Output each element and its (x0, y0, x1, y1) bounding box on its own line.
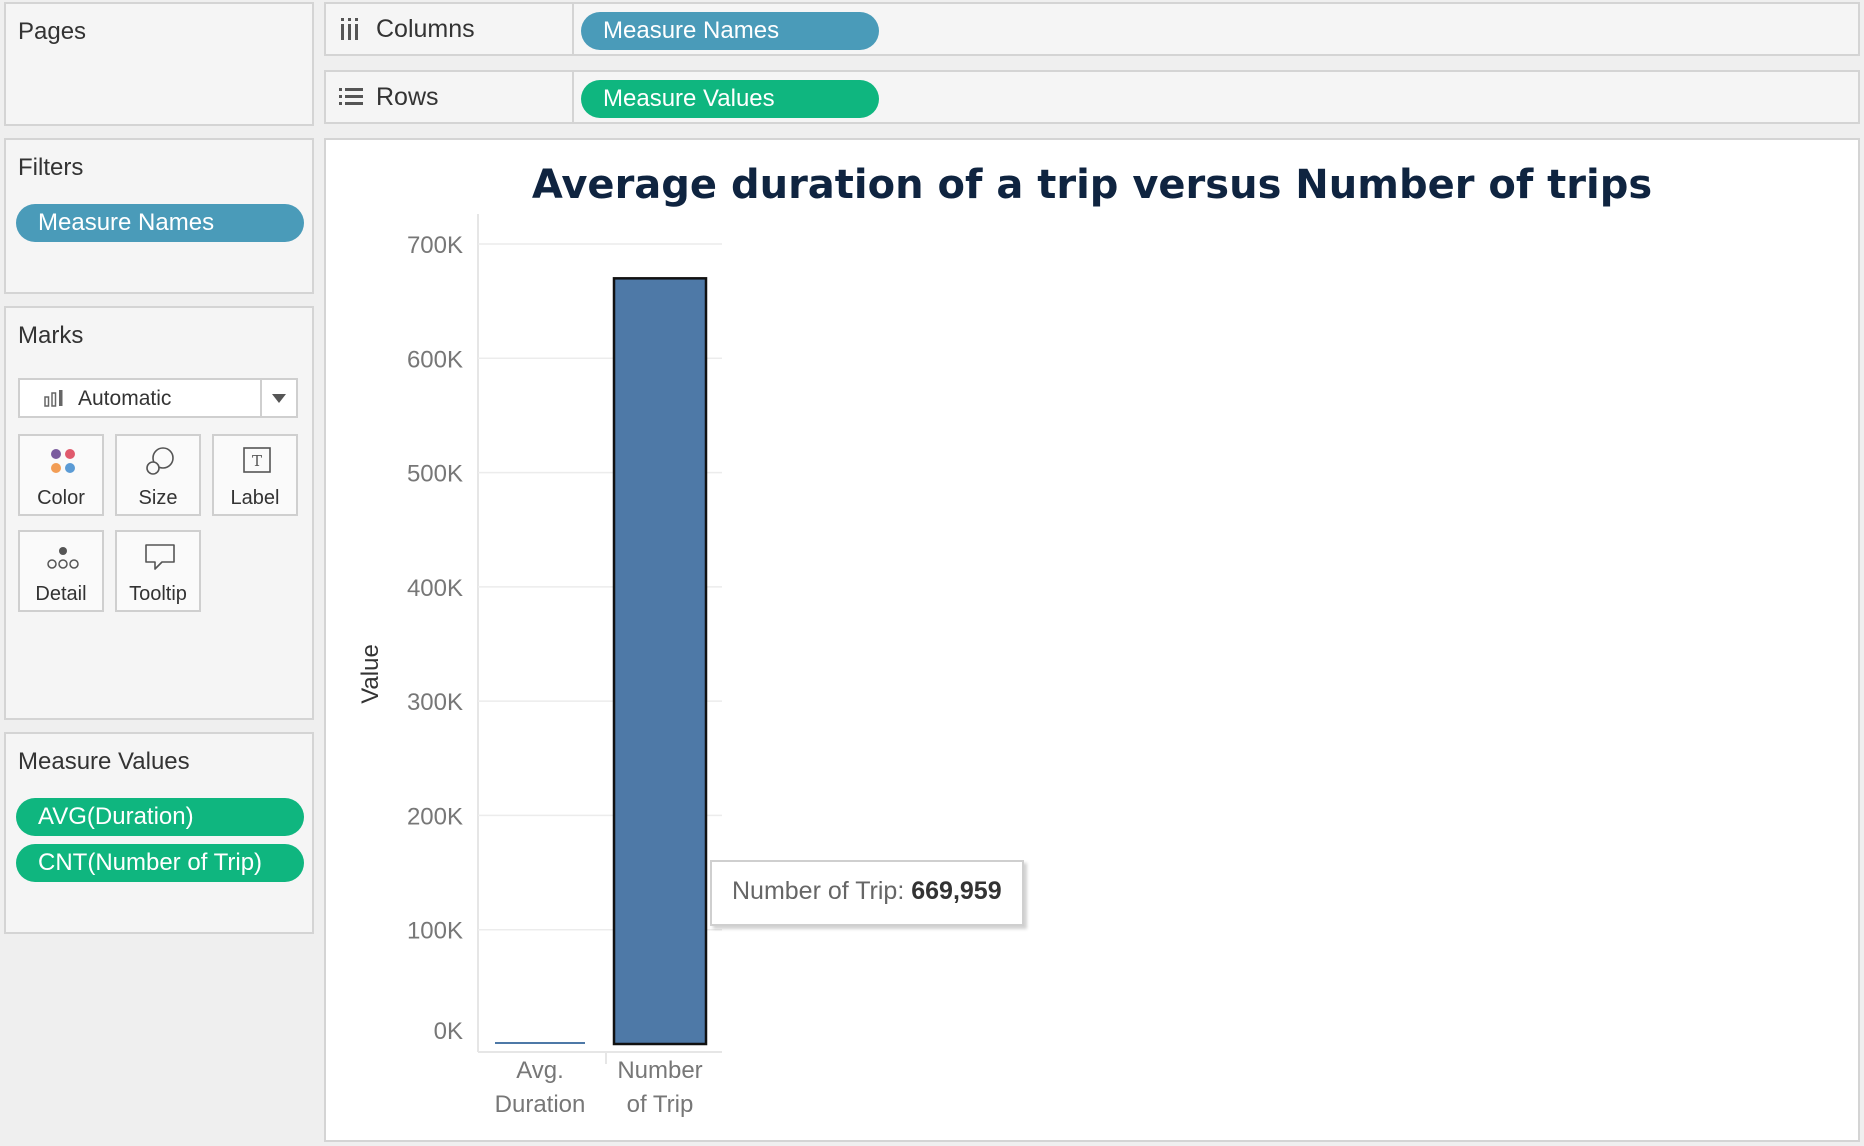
y-tick-label: 500K (407, 461, 463, 488)
x-tick-label: of Trip (627, 1091, 694, 1118)
measure-pill-avg-duration[interactable]: AVG(Duration) (16, 798, 304, 836)
x-tick-label: Avg. (516, 1057, 564, 1084)
columns-shelf[interactable]: Columns Measure Names (324, 2, 1860, 56)
y-tick-label: 600K (407, 346, 463, 373)
x-tick-label: Number (617, 1057, 702, 1084)
mark-type-dropdown[interactable]: Automatic (18, 378, 298, 418)
size-button-label: Size (138, 487, 178, 509)
speech-bubble-icon (145, 544, 175, 570)
measure-values-title: Measure Values (18, 748, 190, 775)
y-tick-label: 100K (407, 918, 463, 945)
filters-title: Filters (18, 154, 84, 181)
rows-shelf-label: Rows (326, 72, 574, 122)
y-tick-label: 300K (407, 689, 463, 716)
text-label-icon: T (243, 447, 271, 473)
size-button[interactable]: Size (115, 434, 201, 516)
y-tick-label: 700K (407, 232, 463, 259)
bar-chart-icon (44, 390, 63, 407)
bar (612, 277, 708, 1046)
y-axis-title: Value (357, 644, 384, 704)
columns-label: Columns (376, 15, 475, 43)
label-button[interactable]: T Label (212, 434, 298, 516)
tooltip-value: 669,959 (911, 877, 1002, 905)
y-tick-label: 200K (407, 803, 463, 830)
chart-view[interactable]: Average duration of a trip versus Number… (324, 138, 1860, 1142)
x-tick-label: Duration (495, 1091, 586, 1118)
bar-chart: 0K 100K 200K 300K 400K 500K 600K 700K Value Avg. D… (357, 214, 722, 1118)
columns-shelf-label: Columns (326, 4, 574, 54)
marks-card: Marks Automatic Color Size T Label (4, 306, 314, 720)
columns-pill-measure-names[interactable]: Measure Names (581, 12, 879, 50)
columns-icon (341, 18, 358, 40)
color-button-label: Color (37, 487, 85, 509)
mark-type-label: Automatic (78, 387, 172, 410)
label-button-label: Label (230, 487, 280, 509)
rows-shelf[interactable]: Rows Measure Values (324, 70, 1860, 124)
tooltip-label: Number of Trip: (732, 877, 905, 905)
color-button[interactable]: Color (18, 434, 104, 516)
measure-pill-cnt-number-of-trip[interactable]: CNT(Number of Trip) (16, 844, 304, 882)
chart-title: Average duration of a trip versus Number… (531, 162, 1653, 208)
svg-text:T: T (252, 452, 262, 470)
bar (495, 1042, 585, 1044)
filters-shelf[interactable]: Filters Measure Names (4, 138, 314, 294)
tooltip-popup: Number of Trip: 669,959 (710, 860, 1024, 926)
tooltip-button[interactable]: Tooltip (115, 530, 201, 612)
rows-icon (339, 88, 363, 105)
detail-button-label: Detail (35, 583, 87, 605)
size-circles-icon (146, 447, 174, 475)
dropdown-divider (260, 380, 262, 416)
pages-title: Pages (18, 18, 87, 45)
color-dots-icon (51, 449, 75, 473)
y-tick-label: 0K (434, 1018, 463, 1045)
detail-dots-icon (47, 547, 79, 569)
chevron-down-icon[interactable] (272, 394, 286, 403)
tooltip-button-label: Tooltip (129, 583, 187, 605)
y-tick-label: 400K (407, 575, 463, 602)
rows-label: Rows (376, 83, 439, 111)
rows-pill-measure-values[interactable]: Measure Values (581, 80, 879, 118)
detail-button[interactable]: Detail (18, 530, 104, 612)
filter-pill-measure-names[interactable]: Measure Names (16, 204, 304, 242)
marks-title: Marks (18, 322, 84, 349)
measure-values-card: Measure Values AVG(Duration) CNT(Number … (4, 732, 314, 934)
pages-shelf[interactable]: Pages (4, 2, 314, 126)
